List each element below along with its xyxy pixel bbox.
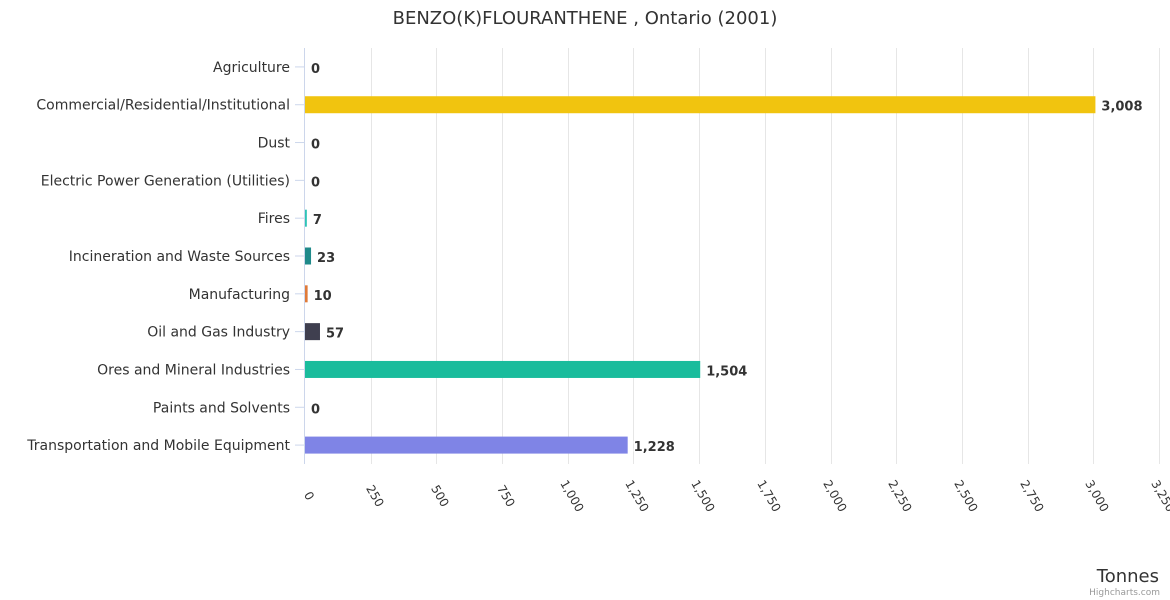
data-label: 0: [311, 62, 320, 77]
x-tick-label: 2,750: [1017, 478, 1046, 515]
bar[interactable]: [305, 96, 1096, 114]
category-label: Manufacturing: [189, 287, 290, 303]
data-label: 23: [317, 251, 335, 266]
data-label: 57: [326, 327, 344, 342]
category-label: Incineration and Waste Sources: [69, 249, 290, 265]
axis-title: Tonnes: [1096, 566, 1159, 587]
data-label: 0: [311, 402, 320, 417]
grid: [295, 48, 1160, 464]
category-labels: Agriculture Commercial/Residential/Instit…: [26, 60, 290, 454]
data-labels: 0 3,008 0 0 7 23 10 57 1,504 0 1,228: [310, 60, 1145, 456]
x-tick-label: 3,250: [1148, 478, 1170, 515]
category-label: Dust: [258, 136, 291, 152]
x-tick-label: 1,500: [688, 478, 717, 515]
bars: [305, 96, 1096, 454]
data-label: 7: [313, 213, 322, 228]
x-tick-label: 2,000: [820, 478, 849, 515]
data-label: 1,228: [634, 440, 675, 455]
bar[interactable]: [305, 360, 701, 378]
category-label: Transportation and Mobile Equipment: [26, 438, 290, 454]
x-tick-label: 2,250: [885, 478, 914, 515]
data-label: 1,504: [706, 364, 747, 379]
x-tick-label: 1,000: [557, 478, 586, 515]
category-label: Ores and Mineral Industries: [97, 362, 290, 378]
bar[interactable]: [305, 209, 307, 227]
bar[interactable]: [305, 436, 628, 454]
bar[interactable]: [305, 323, 320, 341]
data-label: 10: [314, 289, 332, 304]
category-label: Fires: [258, 211, 290, 227]
category-label: Oil and Gas Industry: [147, 325, 290, 341]
category-label: Agriculture: [213, 60, 290, 76]
data-label: 3,008: [1101, 100, 1142, 115]
x-tick-label: 500: [428, 483, 452, 510]
x-tick-label: 250: [363, 483, 387, 510]
x-tick-label: 3,000: [1082, 478, 1111, 515]
x-tick-label: 0: [301, 489, 317, 503]
bar[interactable]: [305, 247, 312, 265]
chart-title: BENZO(K)FLOURANTHENE , Ontario (2001): [393, 8, 778, 29]
x-tick-label: 750: [494, 483, 518, 510]
category-label: Paints and Solvents: [153, 400, 290, 416]
x-tick-label: 1,250: [622, 478, 651, 515]
x-tick-label: 1,750: [754, 478, 783, 515]
credits-link[interactable]: Highcharts.com: [1089, 588, 1160, 598]
category-label: Commercial/Residential/Institutional: [36, 98, 290, 114]
data-label: 0: [311, 138, 320, 153]
tick-labels: 0 250 500 750 1,000 1,250 1,500 1,750 2,000 2,250…: [301, 478, 1170, 515]
category-label: Electric Power Generation (Utilities): [41, 173, 290, 189]
x-tick-label: 2,500: [951, 478, 980, 515]
data-label: 0: [311, 175, 320, 190]
bar[interactable]: [305, 285, 308, 303]
